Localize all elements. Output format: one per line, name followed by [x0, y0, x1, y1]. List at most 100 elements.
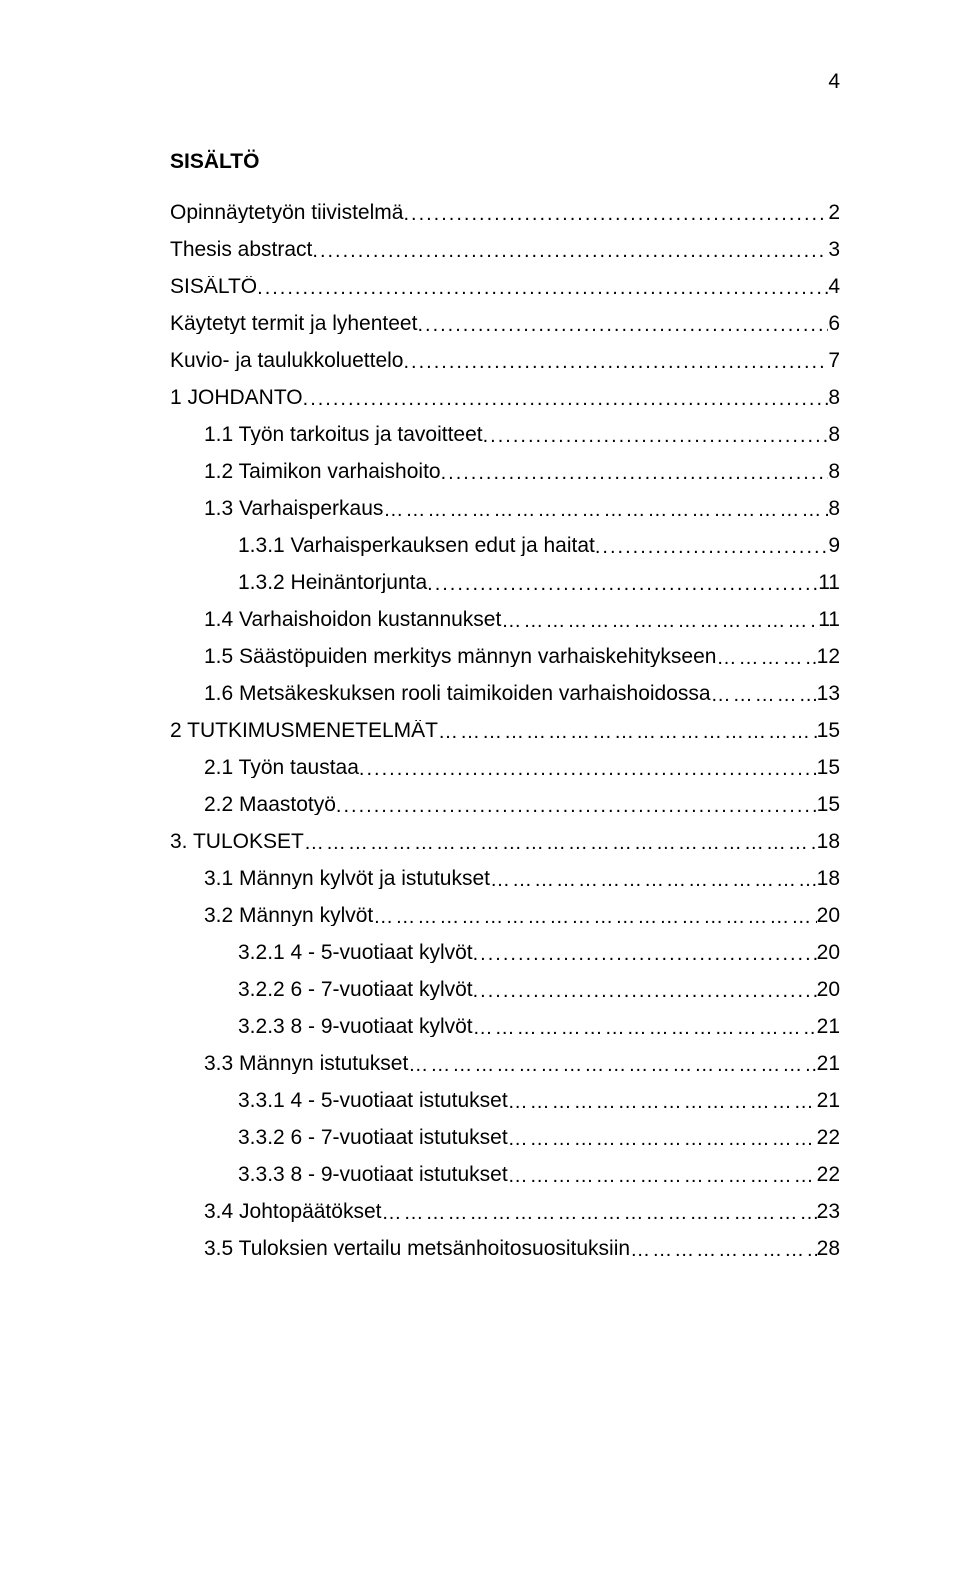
- toc-entry: 3.3.1 4 - 5-vuotiaat istutukset…………………………: [170, 1090, 840, 1111]
- toc-entry-label: 3.3.2 6 - 7-vuotiaat istutukset: [238, 1127, 508, 1148]
- toc-entry-leader: ........................................…: [473, 944, 817, 963]
- toc-entry-page: 7: [828, 350, 840, 371]
- toc-entry-label: 2.2 Maastotyö: [204, 794, 336, 815]
- toc-entry: Kuvio- ja taulukkoluettelo..............…: [170, 350, 840, 371]
- toc-entry: 2 TUTKIMUSMENETELMÄT………………………………………………………: [170, 720, 840, 741]
- toc-entry-page: 15: [817, 757, 840, 778]
- toc-entry-label: 3.3 Männyn istutukset: [204, 1053, 408, 1074]
- toc-entry-leader: ………………...: [711, 685, 817, 704]
- toc-entry-label: 1.4 Varhaishoidon kustannukset: [204, 609, 501, 630]
- toc-entry-page: 23: [817, 1201, 840, 1222]
- toc-entry: 2.1 Työn taustaa........................…: [170, 757, 840, 778]
- toc-entry-page: 28: [817, 1238, 840, 1259]
- toc-entry-page: 3: [828, 239, 840, 260]
- toc-entry-page: 12: [817, 646, 840, 667]
- toc-entry: 1.2 Taimikon varhaishoito...............…: [170, 461, 840, 482]
- toc-title: SISÄLTÖ: [170, 150, 840, 174]
- toc-entry-page: 15: [817, 794, 840, 815]
- toc-entry-page: 4: [828, 276, 840, 297]
- toc-entry-page: 22: [817, 1164, 840, 1185]
- toc-entry: 3.2.3 8 - 9-vuotiaat kylvöt……………………………………: [170, 1016, 840, 1037]
- toc-entry-page: 18: [817, 831, 840, 852]
- toc-entry: 3.5 Tuloksien vertailu metsänhoitosuosit…: [170, 1238, 840, 1259]
- toc-entry: 3.2.2 6 - 7-vuotiaat kylvöt.............…: [170, 979, 840, 1000]
- toc-entry: Thesis abstract.........................…: [170, 239, 840, 260]
- toc-entry-label: 1.3.1 Varhaisperkauksen edut ja haitat: [238, 535, 595, 556]
- toc-entry-page: 22: [817, 1127, 840, 1148]
- toc-entry-leader: ........................................…: [257, 278, 828, 297]
- toc-entry-page: 13: [817, 683, 840, 704]
- toc-entry-leader: ........................................…: [403, 352, 828, 371]
- toc-entry-leader: ………………………………………………….: [508, 1166, 817, 1185]
- toc-entry-leader: ………………………………………………………..: [473, 1018, 817, 1037]
- toc-entry-leader: ........................................…: [595, 537, 828, 556]
- toc-entry: Opinnäytetyön tiivistelmä...............…: [170, 202, 840, 223]
- toc-entry-label: 3.5 Tuloksien vertailu metsänhoitosuosit…: [204, 1238, 630, 1259]
- toc-entry-leader: ........................................…: [483, 426, 829, 445]
- toc-entry-leader: …………………………………………………...: [501, 611, 818, 630]
- toc-entry-page: 21: [817, 1090, 840, 1111]
- table-of-contents: Opinnäytetyön tiivistelmä...............…: [170, 202, 840, 1259]
- toc-entry: Käytetyt termit ja lyhenteet............…: [170, 313, 840, 334]
- toc-entry-page: 8: [828, 424, 840, 445]
- toc-entry-leader: ……………………………………………………………….: [408, 1055, 816, 1074]
- toc-entry-label: 3.2 Männyn kylvöt: [204, 905, 373, 926]
- toc-entry-leader: ………………………………………………….: [508, 1129, 817, 1148]
- toc-entry-label: 3.4 Johtopäätökset: [204, 1201, 381, 1222]
- toc-entry-label: 1.1 Työn tarkoitus ja tavoitteet: [204, 424, 483, 445]
- toc-entry-leader: ........................................…: [427, 574, 818, 593]
- toc-entry-leader: ........................................…: [417, 315, 828, 334]
- toc-entry-label: SISÄLTÖ: [170, 276, 257, 297]
- toc-entry-label: 3.3.3 8 - 9-vuotiaat istutukset: [238, 1164, 508, 1185]
- toc-entry-label: 2.1 Työn taustaa: [204, 757, 359, 778]
- toc-entry-label: 3.1 Männyn kylvöt ja istutukset: [204, 868, 490, 889]
- toc-entry-page: 8: [828, 387, 840, 408]
- toc-entry-page: 18: [817, 868, 840, 889]
- toc-entry-leader: ........................................…: [441, 463, 829, 482]
- toc-entry-leader: ........................................…: [359, 759, 817, 778]
- toc-entry-leader: ........................................…: [403, 204, 828, 223]
- toc-entry-page: 21: [817, 1016, 840, 1037]
- toc-entry-label: 3.2.1 4 - 5-vuotiaat kylvöt: [238, 942, 473, 963]
- toc-entry-leader: ……………………………………………………………………………..: [304, 833, 817, 852]
- toc-entry: 1.3.1 Varhaisperkauksen edut ja haitat..…: [170, 535, 840, 556]
- toc-entry-label: Kuvio- ja taulukkoluettelo: [170, 350, 403, 371]
- toc-entry-page: 2: [828, 202, 840, 223]
- toc-entry-page: 8: [828, 498, 840, 519]
- toc-entry: 3.3.2 6 - 7-vuotiaat istutukset…………………………: [170, 1127, 840, 1148]
- toc-entry-page: 9: [828, 535, 840, 556]
- toc-entry-label: 3. TULOKSET: [170, 831, 304, 852]
- toc-entry-leader: ………………………………..: [630, 1240, 817, 1259]
- toc-entry-leader: ........................................…: [312, 241, 828, 260]
- toc-entry-leader: ........................................…: [336, 796, 817, 815]
- toc-entry-label: 1.2 Taimikon varhaishoito: [204, 461, 441, 482]
- toc-entry-page: 8: [828, 461, 840, 482]
- toc-entry-label: 1.6 Metsäkeskuksen rooli taimikoiden var…: [204, 683, 711, 704]
- toc-entry-leader: ........................................…: [303, 389, 829, 408]
- toc-entry-leader: ........................................…: [473, 981, 817, 1000]
- toc-entry: 3.2.1 4 - 5-vuotiaat kylvöt.............…: [170, 942, 840, 963]
- toc-entry-page: 15: [817, 720, 840, 741]
- page-number: 4: [828, 70, 840, 94]
- toc-entry-page: 20: [817, 979, 840, 1000]
- toc-entry-leader: ………………………………………………...: [508, 1092, 817, 1111]
- toc-entry-page: 20: [817, 905, 840, 926]
- toc-entry-page: 11: [818, 572, 840, 593]
- toc-entry-page: 6: [828, 313, 840, 334]
- toc-entry-leader: …………………………………………………………………….: [381, 1203, 816, 1222]
- toc-entry: 1.4 Varhaishoidon kustannukset……………………………: [170, 609, 840, 630]
- toc-entry: 1.5 Säästöpuiden merkitys männyn varhais…: [170, 646, 840, 667]
- toc-entry-label: 3.2.2 6 - 7-vuotiaat kylvöt: [238, 979, 473, 1000]
- toc-entry: 3.2 Männyn kylvöt………………………………………………………………: [170, 905, 840, 926]
- toc-entry-label: 1.5 Säästöpuiden merkitys männyn varhais…: [204, 646, 716, 667]
- toc-entry: 3. TULOKSET………………………………………………………………………………: [170, 831, 840, 852]
- toc-entry: SISÄLTÖ.................................…: [170, 276, 840, 297]
- toc-entry-label: 1 JOHDANTO: [170, 387, 303, 408]
- toc-entry: 1.6 Metsäkeskuksen rooli taimikoiden var…: [170, 683, 840, 704]
- toc-entry-label: Thesis abstract: [170, 239, 312, 260]
- toc-entry-page: 20: [817, 942, 840, 963]
- toc-entry-label: 1.3 Varhaisperkaus: [204, 498, 383, 519]
- toc-entry: 1 JOHDANTO..............................…: [170, 387, 840, 408]
- toc-entry: 1.3 Varhaisperkaus……………………………………………………………: [170, 498, 840, 519]
- toc-entry-leader: ……………………………………………………………………...: [373, 907, 816, 926]
